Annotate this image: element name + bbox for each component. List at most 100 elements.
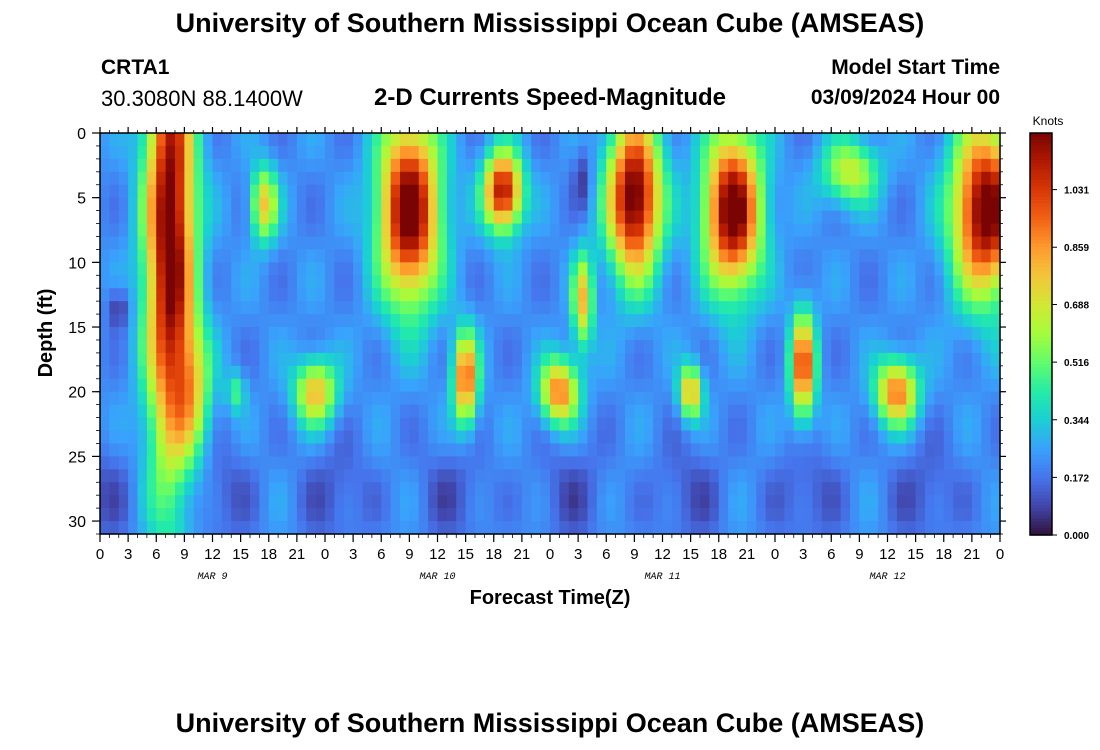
heatmap-cell <box>503 404 514 419</box>
heatmap-cell <box>175 223 185 238</box>
heatmap-cell <box>793 314 804 328</box>
heatmap-cell <box>409 197 420 212</box>
heatmap-cell <box>259 339 270 354</box>
heatmap-cell <box>606 378 617 393</box>
heatmap-cell <box>221 482 232 496</box>
heatmap-cell <box>231 249 242 263</box>
heatmap-cell <box>915 404 926 419</box>
heatmap-cell <box>887 301 898 315</box>
heatmap-cell <box>859 223 870 238</box>
heatmap-cell <box>934 443 945 457</box>
heatmap-cell <box>568 378 579 393</box>
heatmap-cell <box>390 288 401 302</box>
heatmap-cell <box>287 262 298 276</box>
heatmap-cell <box>240 158 251 173</box>
heatmap-cell <box>503 133 514 147</box>
heatmap-cell <box>250 482 260 496</box>
heatmap-cell <box>315 158 326 173</box>
heatmap-cell <box>118 365 129 380</box>
heatmap-cell <box>100 521 110 535</box>
heatmap-cell <box>831 417 842 432</box>
heatmap-cell <box>221 469 232 483</box>
heatmap-cell <box>990 404 1001 419</box>
heatmap-cell <box>803 223 814 238</box>
x-tick-label: 12 <box>204 546 221 563</box>
heatmap-cell <box>353 508 364 522</box>
heatmap-cell <box>821 443 832 457</box>
x-tick-label: 12 <box>879 546 896 563</box>
heatmap-cell <box>775 495 785 509</box>
heatmap-cell <box>175 275 185 289</box>
heatmap-cell <box>390 495 401 509</box>
heatmap-cell <box>100 275 110 289</box>
heatmap-cell <box>990 456 1001 470</box>
heatmap-cell <box>568 417 579 432</box>
heatmap-cell <box>531 404 542 419</box>
heatmap-cell <box>315 469 326 483</box>
heatmap-cell <box>306 210 317 225</box>
heatmap-cell <box>700 288 710 302</box>
heatmap-cell <box>868 404 879 419</box>
heatmap-cell <box>437 365 448 380</box>
heatmap-cell <box>287 469 298 483</box>
heatmap-cell <box>306 223 317 238</box>
heatmap-cell <box>971 301 982 315</box>
colorbar-swatch <box>1030 367 1052 372</box>
heatmap-cell <box>400 378 410 393</box>
heatmap-cell <box>878 223 889 238</box>
heatmap-cell <box>484 404 495 419</box>
heatmap-cell <box>896 262 907 276</box>
heatmap-cell <box>625 210 635 225</box>
heatmap-cell <box>109 469 120 483</box>
heatmap-cell <box>400 236 410 251</box>
heatmap-cell <box>859 339 870 354</box>
heatmap-cell <box>287 417 298 432</box>
colorbar-swatch <box>1030 434 1052 439</box>
heatmap-cell <box>371 249 382 263</box>
heatmap-cell <box>606 391 617 406</box>
heatmap-cell <box>306 430 317 445</box>
heatmap-cell <box>981 391 992 406</box>
heatmap-cell <box>175 145 185 160</box>
heatmap-cell <box>165 456 176 470</box>
heatmap-cell <box>962 262 973 276</box>
heatmap-cell <box>925 236 935 251</box>
heatmap-cell <box>353 249 364 263</box>
heatmap-cell <box>475 158 485 173</box>
heatmap-cell <box>296 482 307 496</box>
heatmap-cell <box>643 262 654 276</box>
heatmap-cell <box>896 210 907 225</box>
heatmap-cell <box>578 171 589 186</box>
heatmap-cell <box>971 417 982 432</box>
heatmap-cell <box>765 365 776 380</box>
heatmap-cell <box>925 327 935 341</box>
heatmap-cell <box>100 456 110 470</box>
heatmap-cell <box>175 314 185 328</box>
heatmap-cell <box>362 262 373 276</box>
heatmap-cell <box>371 443 382 457</box>
heatmap-cell <box>746 171 757 186</box>
heatmap-cell <box>465 223 476 238</box>
heatmap-cell <box>671 171 682 186</box>
colorbar-swatch <box>1030 464 1052 469</box>
heatmap-cell <box>878 275 889 289</box>
heatmap-cell <box>662 275 673 289</box>
heatmap-cell <box>793 521 804 535</box>
heatmap-cell <box>868 158 879 173</box>
heatmap-cell <box>100 339 110 354</box>
heatmap-cell <box>700 223 710 238</box>
heatmap-cell <box>850 352 860 367</box>
heatmap-cell <box>493 469 504 483</box>
x-tick-label: 15 <box>907 546 924 563</box>
heatmap-cell <box>671 184 682 199</box>
heatmap-cell <box>906 145 917 160</box>
heatmap-cell <box>953 158 964 173</box>
heatmap-cell <box>156 184 167 199</box>
colorbar-swatch <box>1030 531 1052 536</box>
heatmap-cell <box>437 145 448 160</box>
heatmap-cell <box>550 314 560 328</box>
heatmap-cell <box>925 223 935 238</box>
heatmap-cell <box>765 469 776 483</box>
heatmap-cell <box>887 133 898 147</box>
heatmap-cell <box>868 495 879 509</box>
